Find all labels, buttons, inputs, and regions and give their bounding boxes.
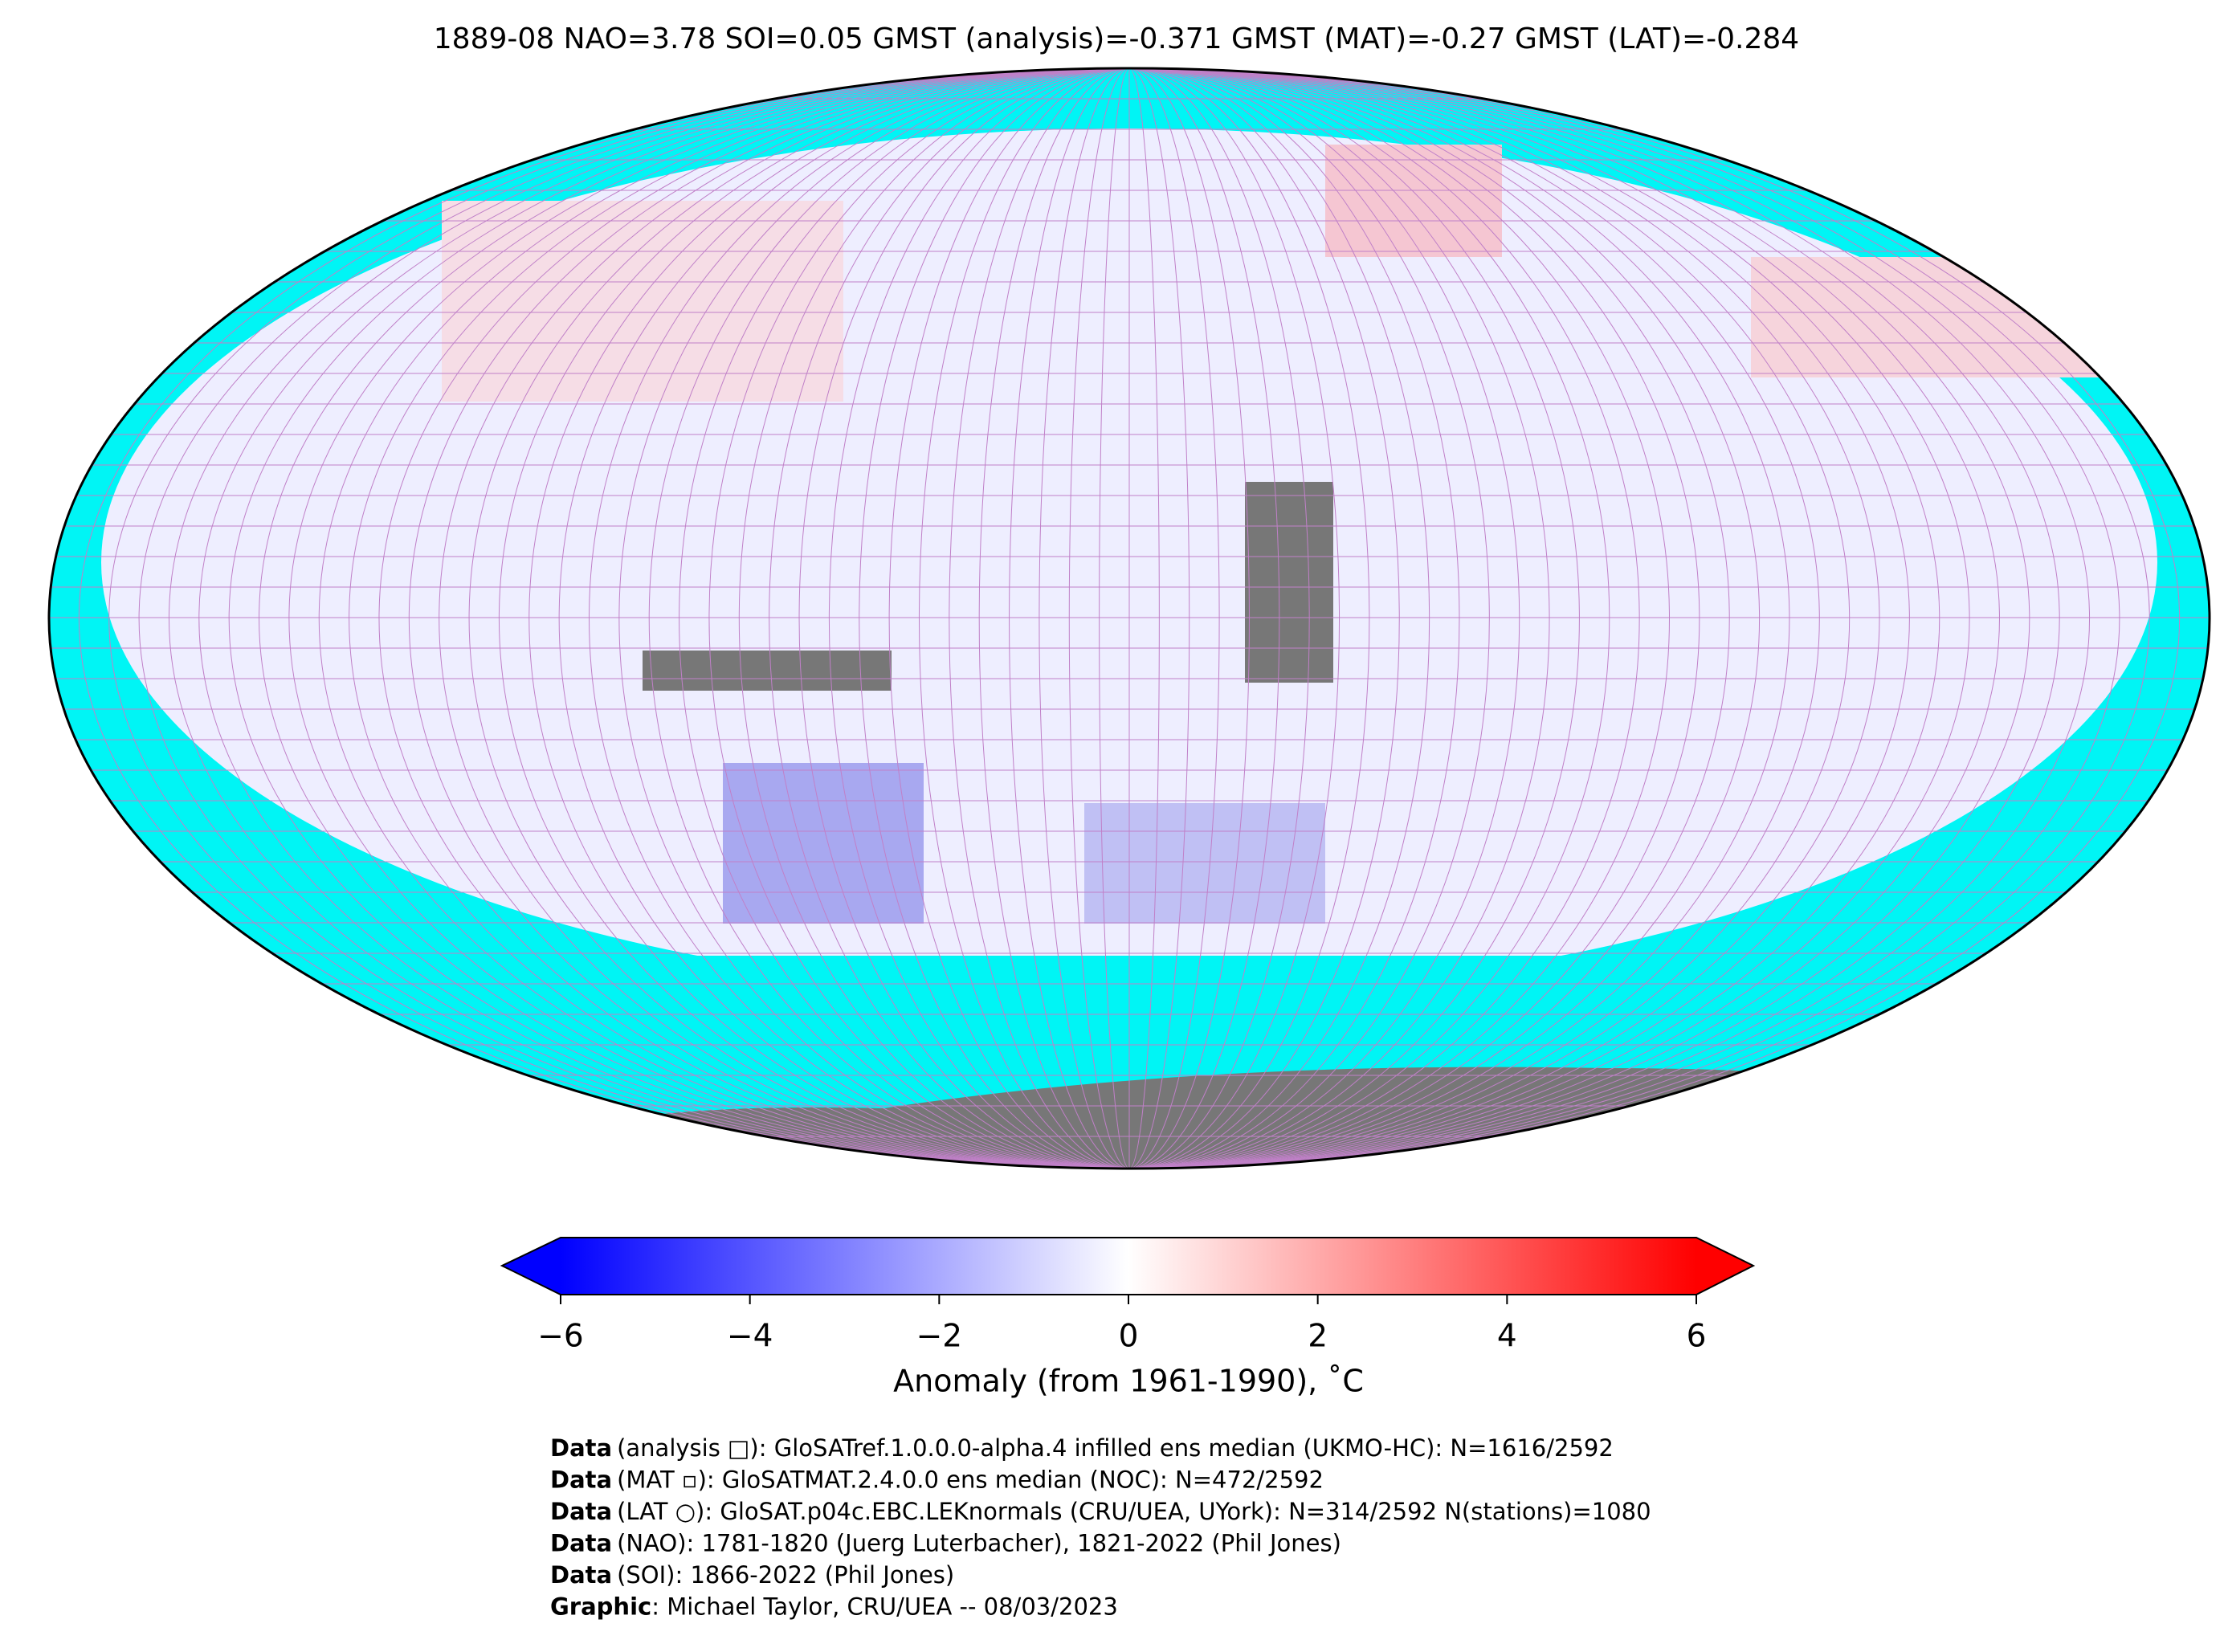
cool-region xyxy=(1084,803,1325,924)
grid-cell-line xyxy=(918,68,1341,1169)
footer-label: Data xyxy=(550,1498,612,1525)
grid-cell-line xyxy=(198,68,2060,1169)
footer-text: (NAO): 1781-1820 (Juerg Luterbacher), 18… xyxy=(617,1530,1341,1557)
title: 1889-08 NAO=3.78 SOI=0.05 GMST (analysis… xyxy=(434,22,1799,55)
grid-cell-line xyxy=(168,68,2091,1169)
map xyxy=(49,68,2210,1169)
footer-line: Data (LAT ○): GloSAT.p04c.EBC.LEKnormals … xyxy=(550,1498,1651,1525)
colorbar-tick-label: 2 xyxy=(1308,1319,1328,1355)
grid-cell-line xyxy=(1039,68,1220,1169)
grid-cell-line xyxy=(949,68,1310,1169)
grid-cell-line xyxy=(618,68,1640,1169)
footer-line: Data (SOI): 1866-2022 (Phil Jones) xyxy=(550,1561,954,1589)
grid-cell-line xyxy=(679,68,1580,1169)
colorbar-tick-label: −2 xyxy=(916,1319,963,1355)
grid-cell-line xyxy=(349,68,1910,1169)
colorbar-tick-label: 4 xyxy=(1497,1319,1517,1355)
grid-cell-line xyxy=(228,68,2030,1169)
colorbar xyxy=(500,1237,1756,1304)
grid-cell-line xyxy=(1009,68,1250,1169)
grid-cell-line xyxy=(648,68,1610,1169)
colorbar-tick-label: −6 xyxy=(537,1319,584,1355)
grid-cell-line xyxy=(108,68,2150,1169)
grid-cell-line xyxy=(378,68,1880,1169)
grid-cell-line xyxy=(859,68,1400,1169)
grid-cell-line xyxy=(138,68,2120,1169)
grid-cell-line xyxy=(558,68,1700,1169)
footer-text: (analysis □): GloSATref.1.0.0.0-alpha.4 … xyxy=(617,1434,1614,1462)
grid-cell-line xyxy=(408,68,1851,1169)
footer-text: (LAT ○): GloSAT.p04c.EBC.LEKnormals (CRU… xyxy=(617,1498,1651,1525)
footer-line: Data (MAT ▫): GloSATMAT.2.4.0.0 ens media… xyxy=(550,1466,1324,1494)
footer-label: Data xyxy=(550,1561,612,1589)
grid-cell-line xyxy=(828,68,1430,1169)
grid-cell-line xyxy=(468,68,1790,1169)
footer: Data (analysis □): GloSATref.1.0.0.0-alph… xyxy=(550,1434,1651,1621)
footer-text: (MAT ▫): GloSATMAT.2.4.0.0 ens median (N… xyxy=(617,1466,1324,1494)
colorbar-label: Anomaly (from 1961-1990), ˚C xyxy=(893,1364,1364,1399)
warm-region xyxy=(1751,257,2153,377)
grid-cell-line xyxy=(798,68,1460,1169)
colorbar-tick-label: 6 xyxy=(1687,1319,1707,1355)
footer-line: Data (analysis □): GloSATref.1.0.0.0-alph… xyxy=(550,1434,1614,1462)
footer-text: : Michael Taylor, CRU/UEA -- 08/03/2023 xyxy=(651,1593,1118,1621)
grid-cell-line xyxy=(528,68,1730,1169)
grid-cell-line xyxy=(439,68,1820,1169)
grid-cell-line xyxy=(318,68,1940,1169)
grid-cell-line xyxy=(288,68,1970,1169)
cool-region xyxy=(723,763,924,924)
footer-label: Graphic xyxy=(550,1593,651,1621)
grid-cell-line xyxy=(769,68,1490,1169)
grid-cell-line xyxy=(738,68,1520,1169)
grid-cell-line xyxy=(978,68,1280,1169)
footer-label: Data xyxy=(550,1530,612,1557)
grid-cell-line xyxy=(708,68,1550,1169)
footer-label: Data xyxy=(550,1434,612,1462)
grid-cell-line xyxy=(888,68,1370,1169)
no-data xyxy=(1245,482,1333,683)
grid-cell-line xyxy=(498,68,1761,1169)
colorbar-extend-low xyxy=(502,1238,561,1295)
warm-region xyxy=(1325,145,1502,257)
grid-cell-line xyxy=(78,68,2181,1169)
footer-line: Data (NAO): 1781-1820 (Juerg Luterbacher)… xyxy=(550,1530,1341,1557)
colorbar-body xyxy=(561,1238,1696,1295)
grid-cell-line xyxy=(1099,68,1160,1169)
grid-cell-line xyxy=(1068,68,1190,1169)
grid-cell-line xyxy=(259,68,2000,1169)
colorbar-tick-label: −4 xyxy=(727,1319,773,1355)
footer-line: Graphic: Michael Taylor, CRU/UEA -- 08/0… xyxy=(550,1593,1118,1621)
footer-label: Data xyxy=(550,1466,612,1494)
footer-text: (SOI): 1866-2022 (Phil Jones) xyxy=(617,1561,954,1589)
warm-region xyxy=(442,201,843,402)
map-border xyxy=(47,67,2211,1170)
no-data xyxy=(643,651,892,691)
grid-cell-line xyxy=(589,68,1670,1169)
colorbar-extend-high xyxy=(1696,1238,1753,1295)
colorbar-tick-label: 0 xyxy=(1119,1319,1139,1355)
